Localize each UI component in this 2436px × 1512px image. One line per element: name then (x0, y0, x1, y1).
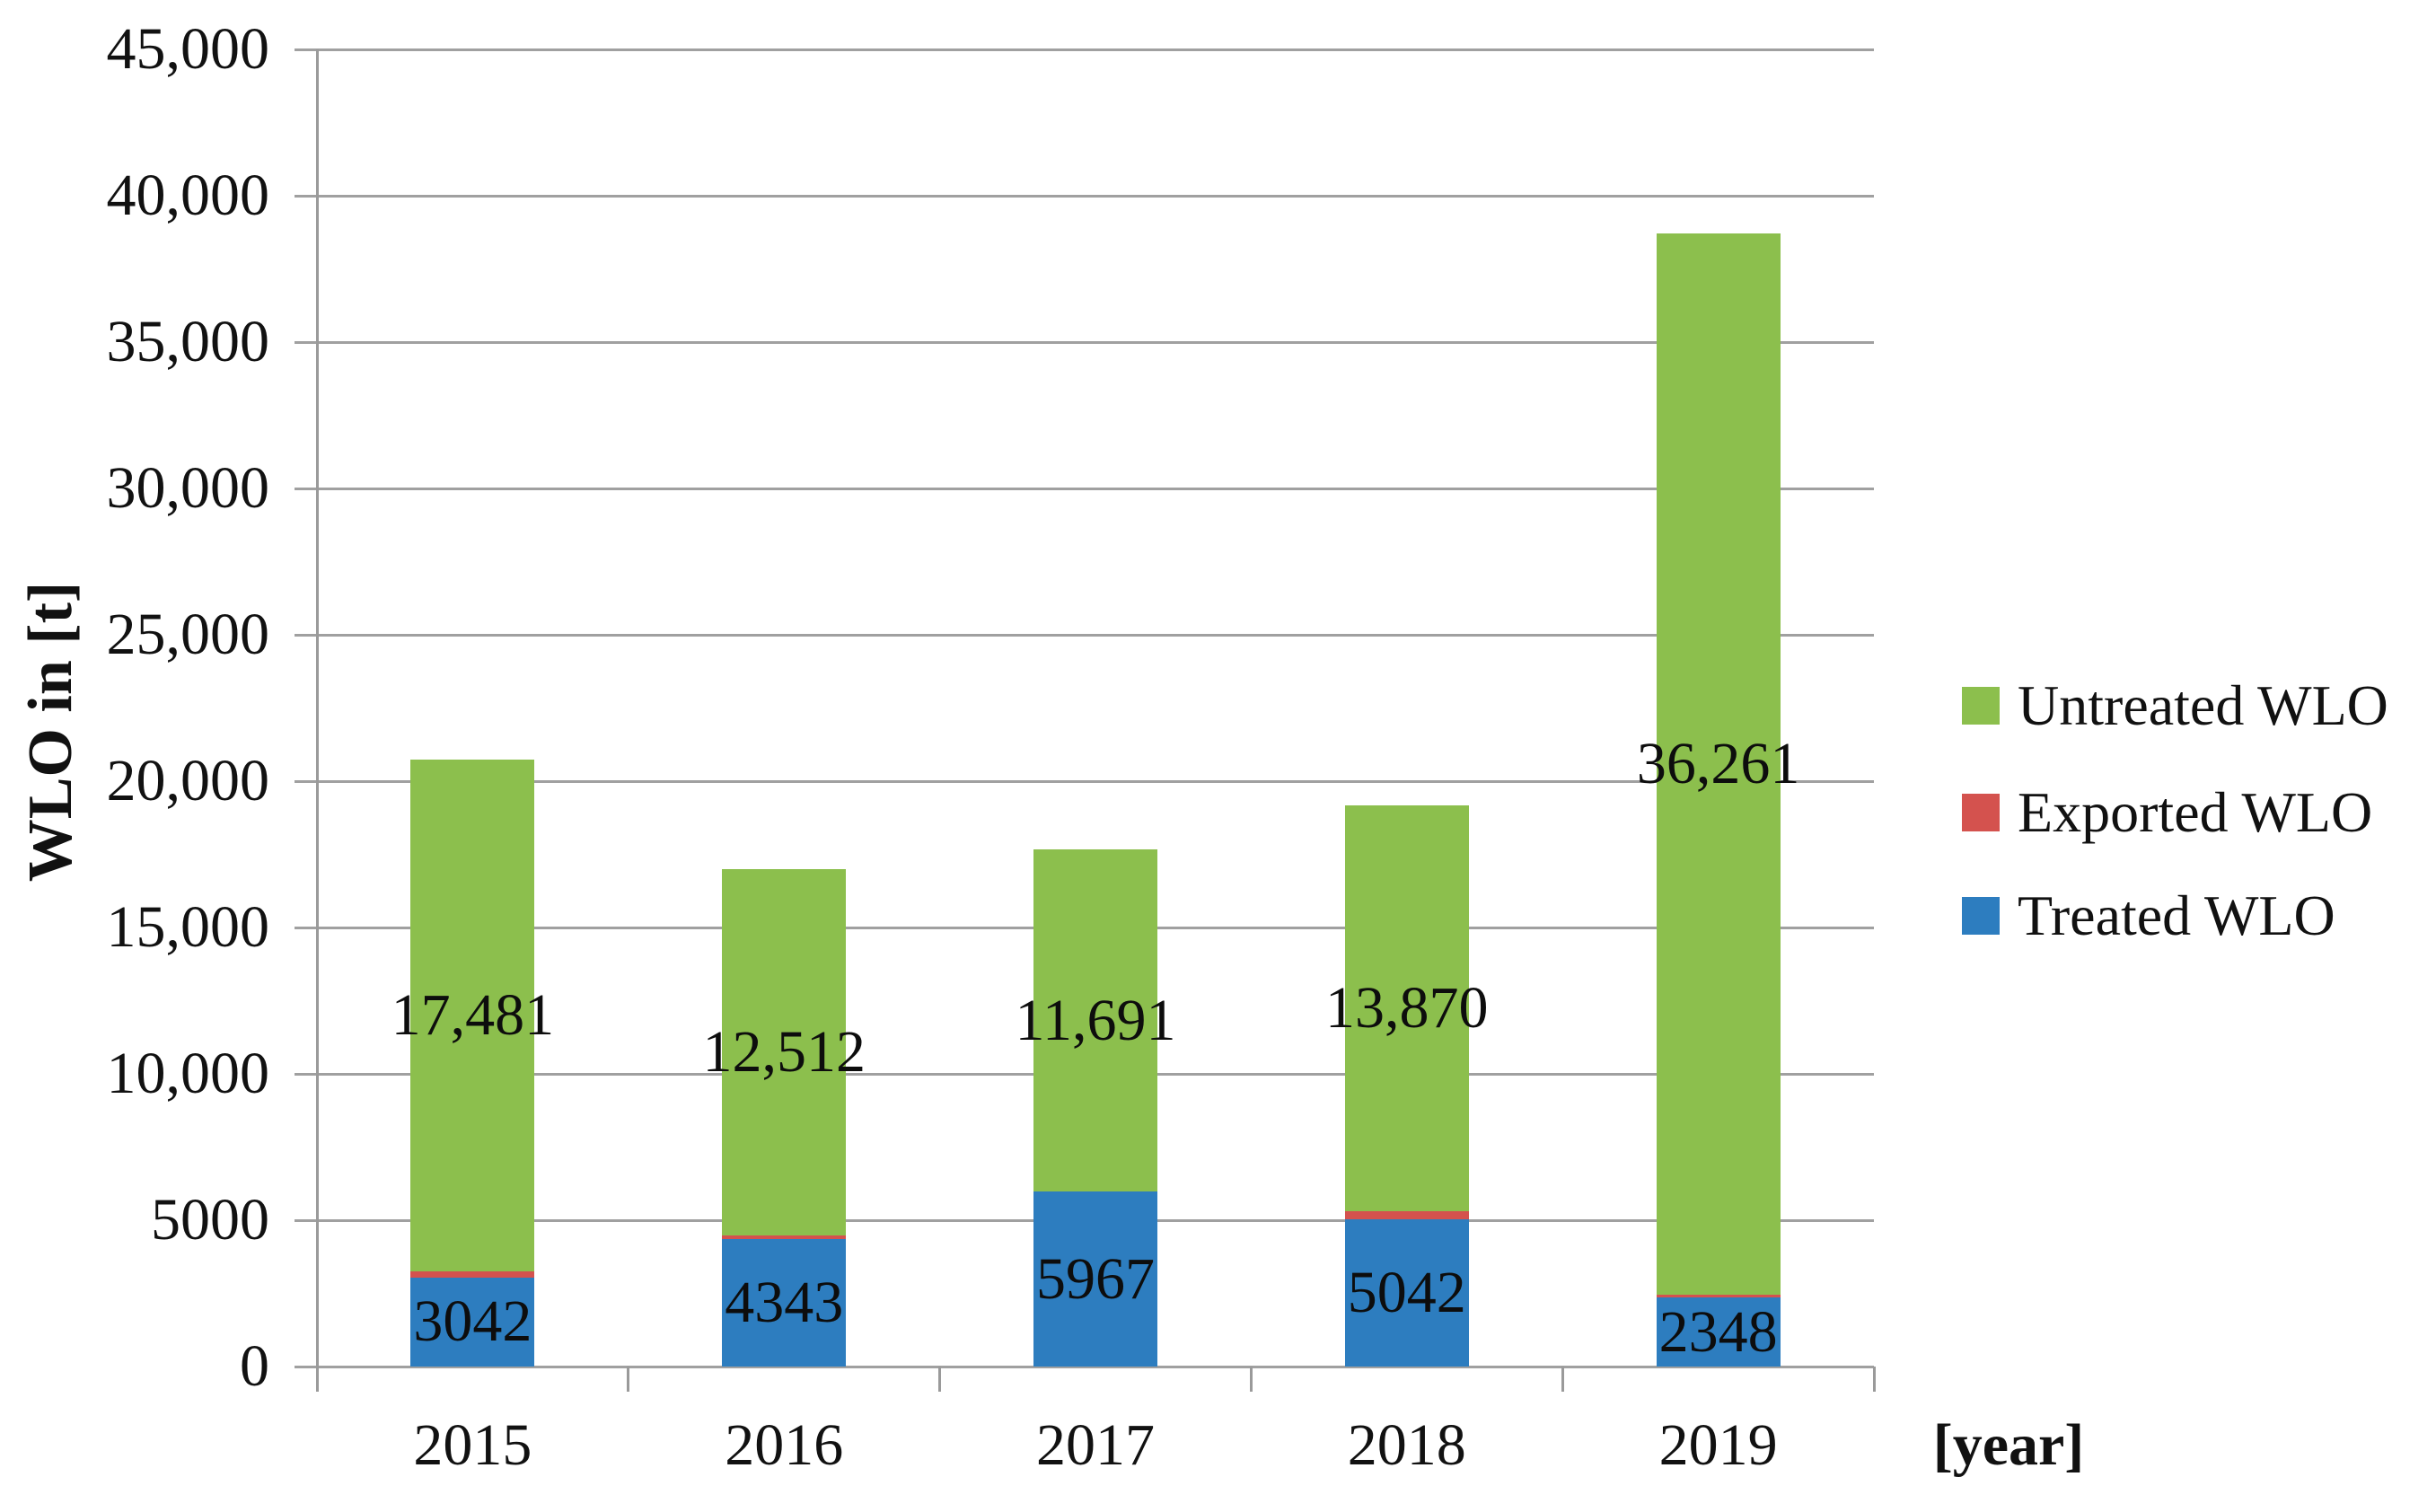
y-tick-label: 45,000 (106, 16, 270, 82)
x-tick (1561, 1367, 1564, 1392)
legend-label: Exported WLO (2018, 780, 2373, 844)
gridline (295, 779, 1874, 783)
y-tick-label: 0 (240, 1333, 269, 1399)
x-tick-label: 2016 (725, 1412, 844, 1478)
y-tick-label: 30,000 (106, 455, 270, 521)
y-tick-label: 25,000 (106, 602, 270, 667)
bar-segment-exported-wlo (1656, 1295, 1781, 1298)
y-tick-label: 40,000 (106, 163, 270, 228)
gridline (295, 194, 1874, 198)
y-tick-label: 35,000 (106, 309, 270, 374)
bar-segment-untreated-wlo (722, 868, 847, 1235)
legend-swatch-icon (1962, 897, 2000, 935)
gridline (295, 633, 1874, 637)
x-tick (627, 1367, 630, 1392)
bar-segment-untreated-wlo (1344, 805, 1469, 1212)
data-label: 36,261 (1636, 731, 1800, 797)
x-tick (1872, 1367, 1876, 1392)
gridline (295, 48, 1874, 51)
data-label: 11,691 (1015, 987, 1176, 1053)
gridline (295, 487, 1874, 490)
bar-segment-treated-wlo (410, 1277, 535, 1367)
bar-segment-treated-wlo (1344, 1218, 1469, 1367)
bar-segment-exported-wlo (1344, 1211, 1469, 1219)
bar-segment-untreated-wlo (1656, 233, 1781, 1296)
legend: Untreated WLO Exported WLO Treated WLO (1962, 0, 2429, 1512)
x-tick (1249, 1367, 1253, 1392)
data-label: 12,512 (702, 1018, 866, 1085)
legend-swatch-icon (1962, 794, 2000, 831)
x-tick (938, 1367, 942, 1392)
bar-segment-treated-wlo (1656, 1297, 1781, 1367)
y-tick-label: 20,000 (106, 748, 270, 813)
legend-swatch-icon (1962, 687, 2000, 725)
x-axis-title: [year] (1932, 1412, 2085, 1478)
bar-segment-treated-wlo (722, 1239, 847, 1367)
data-label: 5042 (1347, 1259, 1466, 1325)
x-tick-label: 2019 (1658, 1412, 1778, 1478)
bar-segment-untreated-wlo (1033, 849, 1157, 1192)
data-label: 5967 (1036, 1245, 1155, 1312)
x-tick-label: 2015 (413, 1412, 532, 1478)
bar-segment-treated-wlo (1033, 1191, 1157, 1367)
data-label: 17,481 (391, 982, 555, 1049)
bar-segment-untreated-wlo (410, 760, 535, 1272)
bar-segment-exported-wlo (722, 1235, 847, 1240)
x-tick (315, 1367, 319, 1392)
data-label: 4343 (725, 1270, 844, 1336)
x-tick-label: 2018 (1347, 1412, 1466, 1478)
y-axis-line (315, 49, 319, 1392)
gridline (295, 1365, 1874, 1368)
data-label: 2348 (1658, 1298, 1778, 1365)
y-tick-label: 15,000 (106, 894, 270, 960)
bar-segment-exported-wlo (410, 1271, 535, 1278)
y-tick-label: 10,000 (106, 1041, 270, 1106)
x-tick-label: 2017 (1036, 1412, 1155, 1478)
gridline (295, 340, 1874, 344)
legend-label: Untreated WLO (2018, 673, 2388, 737)
data-label: 3042 (413, 1288, 532, 1355)
data-label: 13,870 (1325, 975, 1489, 1042)
legend-label: Treated WLO (2018, 883, 2335, 947)
y-tick-label: 5000 (151, 1187, 269, 1253)
